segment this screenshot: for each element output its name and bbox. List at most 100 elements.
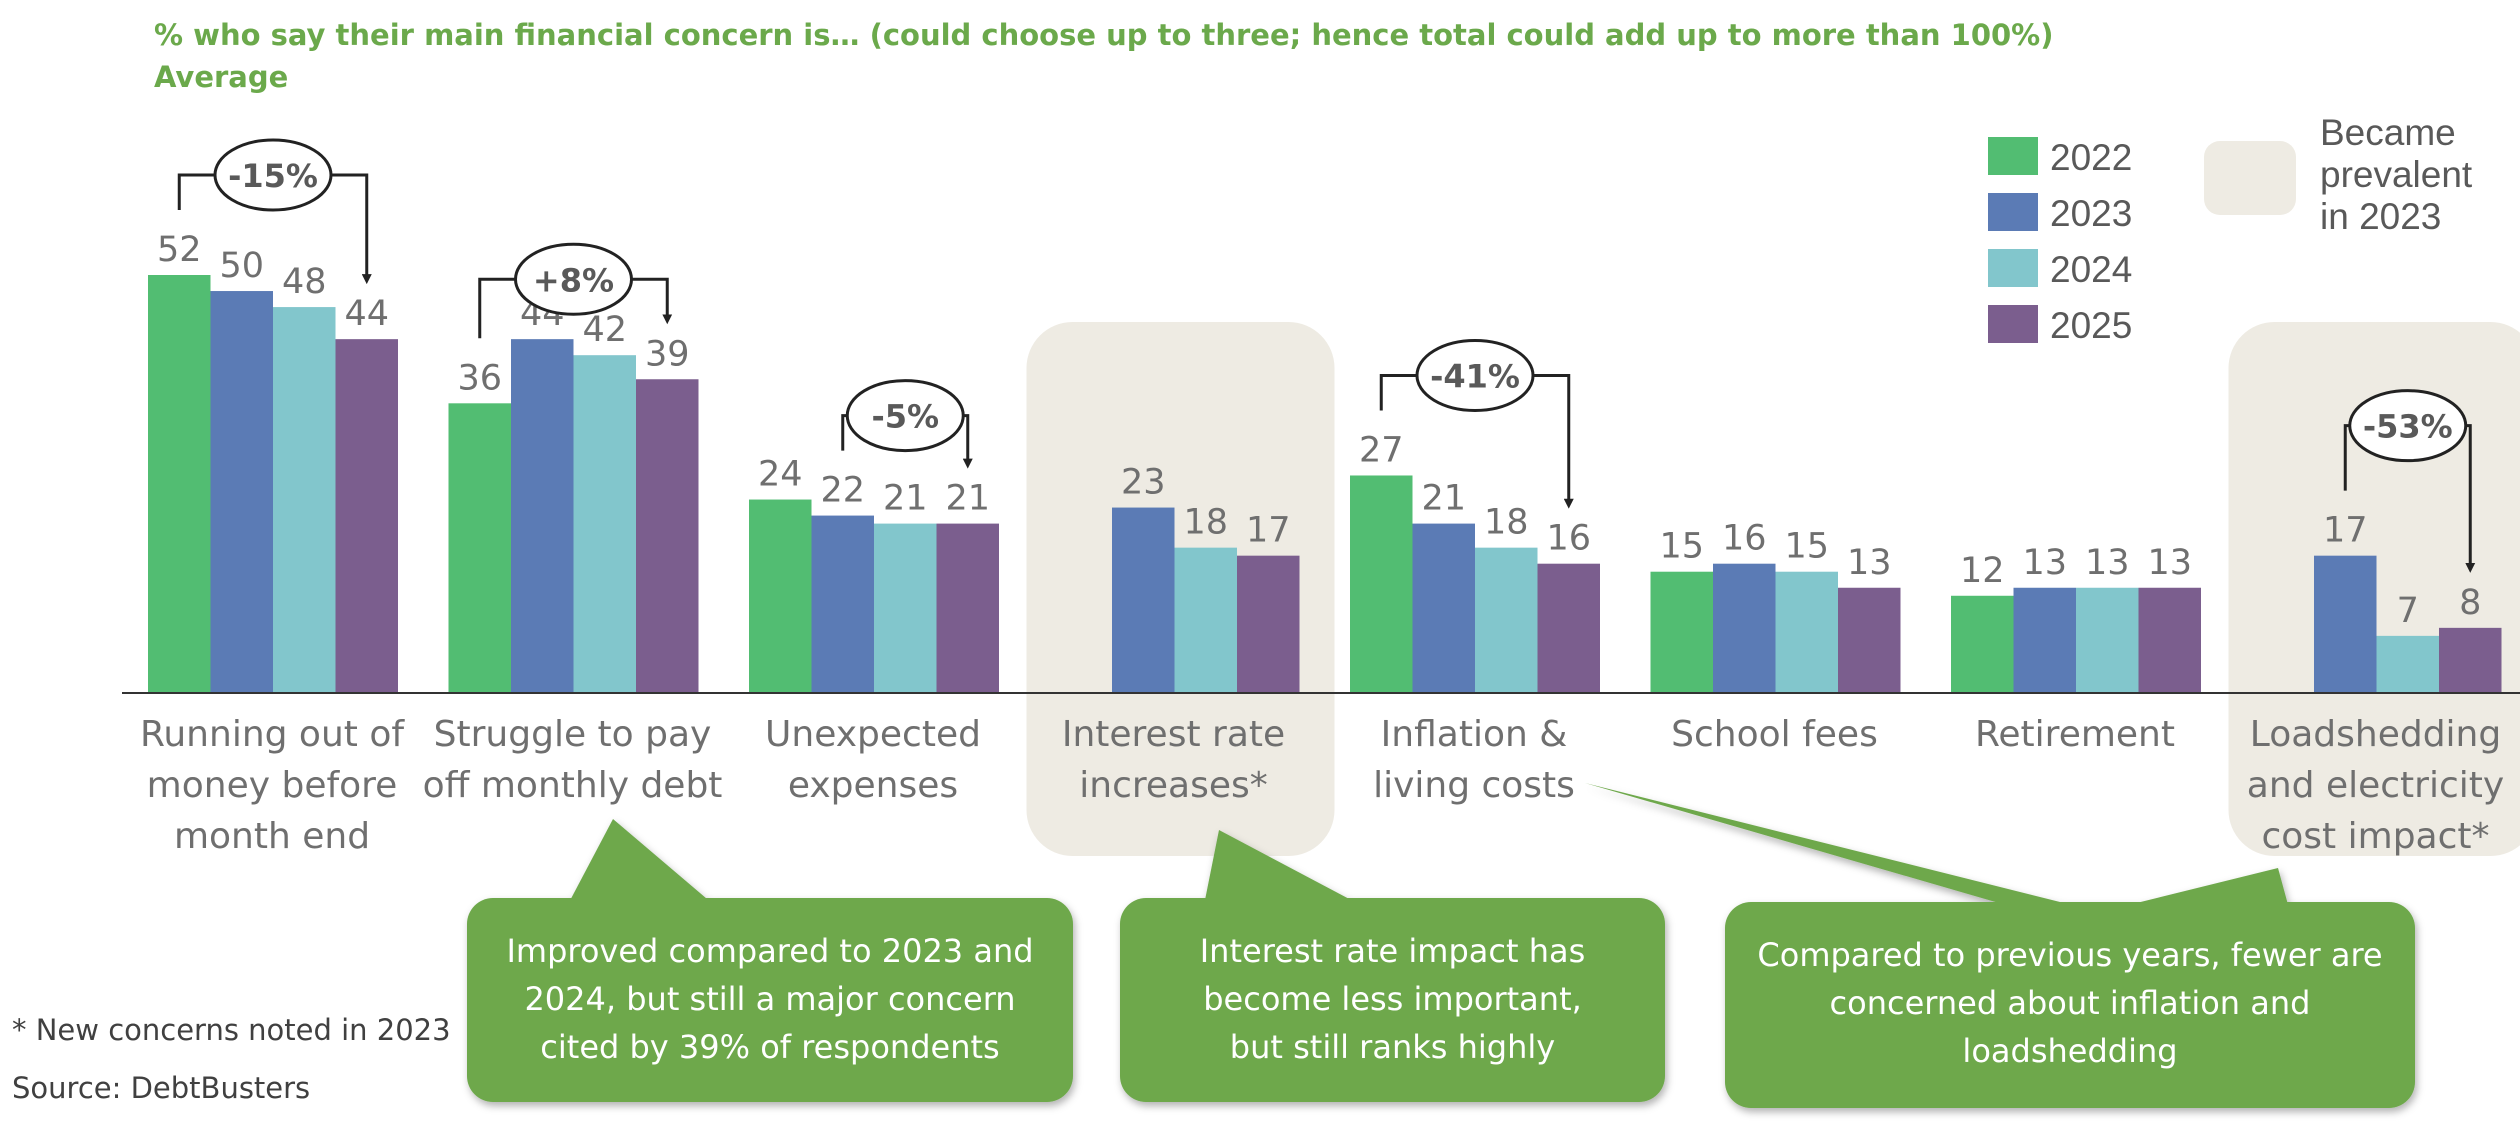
value-label-2025-interest-rate-increases: 17 [1246,511,1291,551]
callout-pointer [1203,830,1370,910]
bar-2025-retirement [2138,587,2201,692]
value-label-2025-unexpected-expenses: 21 [945,479,990,519]
bar-2023-unexpected-expenses [811,515,874,692]
value-label-2024-running-out-of-money-before-month-end: 48 [282,262,327,302]
legend-swatch-2025 [1988,305,2038,343]
bar-2023-loadshedding-and-electricity-cost-impact [2314,555,2377,692]
category-label-retirement: Retirement [1975,714,2175,755]
source-note: Source: DebtBusters [12,1071,310,1105]
bar-2024-loadshedding-and-electricity-cost-impact [2376,635,2439,692]
value-label-2025-retirement: 13 [2147,543,2192,583]
bar-2022-struggle-to-pay-off-monthly-debt [448,403,511,692]
bar-2025-interest-rate-increases [1237,555,1300,692]
change-annotation-unexpected-expenses: -5% [841,379,973,469]
legend-label-2022: 2022 [2050,137,2132,178]
bar-2025-struggle-to-pay-off-monthly-debt [636,379,699,692]
value-label-2024-interest-rate-increases: 18 [1183,503,1228,543]
change-badge [514,242,633,316]
legend-label-2025: 2025 [2050,305,2132,346]
bar-2024-retirement [2076,587,2139,692]
legend-label-2024: 2024 [2050,249,2132,290]
change-badge [845,379,965,453]
value-label-2024-struggle-to-pay-off-monthly-debt: 42 [582,310,627,350]
category-label-inflation-living-costs: Inflation & living costs [1373,714,1575,806]
bar-2025-loadshedding-and-electricity-cost-impact [2439,627,2502,692]
bar-2022-inflation-living-costs [1350,475,1413,692]
value-label-2024-retirement: 13 [2085,543,2130,583]
change-badge [213,138,333,212]
category-label-loadshedding-and-electricity-cost-impact: Loadshedding and electricity cost impact* [2247,714,2504,857]
chart-title: % who say their main financial concern i… [154,18,2054,52]
callout-pointer [565,819,720,910]
callout-3: Compared to previous years, fewer are con… [1585,783,2415,1108]
callout-text: Interest rate impact has become less impo… [1200,932,1586,1066]
change-annotation-running-out-of-money-before-month-end: -15% [177,138,372,285]
callout-box [1120,898,1665,1102]
chart-subtitle: Average [154,60,289,94]
bar-2025-unexpected-expenses [936,523,999,692]
callout-2: Interest rate impact has become less impo… [1120,830,1665,1102]
bar-2025-school-fees [1838,587,1901,692]
callout-pointer [1585,783,2290,912]
callout-box [1725,902,2415,1108]
change-annotation-loadshedding-and-electricity-cost-impact: -53% [2343,389,2476,573]
value-label-2023-retirement: 13 [2022,543,2067,583]
bar-2022-unexpected-expenses [749,499,812,692]
legend-swatch-highlight [2204,141,2296,215]
callout-text: Compared to previous years, fewer are con… [1757,936,2382,1070]
change-annotation-inflation-living-costs: -41% [1379,338,1574,509]
value-label-2024-school-fees: 15 [1784,527,1829,567]
value-label-2024-loadshedding-and-electricity-cost-impact: 7 [2397,591,2419,631]
value-label-2022-school-fees: 15 [1659,527,1704,567]
category-label-running-out-of-money-before-month-end: Running out of money before month end [140,714,405,857]
change-label: -41% [1430,357,1520,395]
bar-2022-running-out-of-money-before-month-end [148,275,211,692]
value-label-2025-running-out-of-money-before-month-end: 44 [344,294,389,334]
bar-2025-inflation-living-costs [1537,563,1600,692]
bar-2025-running-out-of-money-before-month-end [335,339,398,692]
legend-swatch-2024 [1988,249,2038,287]
value-label-2024-inflation-living-costs: 18 [1484,503,1529,543]
legend-swatch-2022 [1988,137,2038,175]
value-label-2024-unexpected-expenses: 21 [883,479,928,519]
value-label-2025-inflation-living-costs: 16 [1546,519,1591,559]
value-label-2023-inflation-living-costs: 21 [1421,479,1466,519]
footnote: * New concerns noted in 2023 [12,1013,451,1047]
value-label-2023-interest-rate-increases: 23 [1121,463,1166,503]
value-label-2023-running-out-of-money-before-month-end: 50 [219,246,264,286]
change-badge [2348,389,2468,463]
value-label-2022-inflation-living-costs: 27 [1359,430,1404,470]
bar-2024-inflation-living-costs [1475,547,1538,692]
change-label: -15% [228,157,318,195]
value-label-2022-unexpected-expenses: 24 [758,455,803,495]
bar-2023-running-out-of-money-before-month-end [210,291,273,692]
value-label-2022-retirement: 12 [1960,551,2005,591]
category-label-unexpected-expenses: Unexpected expenses [765,714,981,806]
bar-2023-interest-rate-increases [1112,507,1175,692]
category-label-school-fees: School fees [1671,714,1878,755]
bar-2024-school-fees [1775,571,1838,692]
change-label: +8% [533,261,614,299]
callout-box [467,898,1073,1102]
value-label-2025-school-fees: 13 [1847,543,1892,583]
category-label-struggle-to-pay-off-monthly-debt: Struggle to pay off monthly debt [423,714,723,806]
bar-2023-struggle-to-pay-off-monthly-debt [511,339,574,692]
legend-label-2023: 2023 [2050,193,2132,234]
value-label-2023-loadshedding-and-electricity-cost-impact: 17 [2323,511,2368,551]
value-label-2022-struggle-to-pay-off-monthly-debt: 36 [457,358,502,398]
value-label-2023-school-fees: 16 [1722,519,1767,559]
bar-2023-school-fees [1713,563,1776,692]
value-label-2022-running-out-of-money-before-month-end: 52 [157,230,202,270]
bar-2022-school-fees [1650,571,1713,692]
bar-2024-running-out-of-money-before-month-end [273,307,336,692]
legend-label-highlight: Became prevalent in 2023 [2320,112,2473,237]
change-label: -53% [2363,408,2453,446]
bar-2024-interest-rate-increases [1174,547,1237,692]
callout-text: Improved compared to 2023 and 2024, but s… [506,932,1033,1066]
bar-2023-inflation-living-costs [1412,523,1475,692]
callout-1: Improved compared to 2023 and 2024, but s… [467,819,1073,1102]
bar-2024-unexpected-expenses [874,523,937,692]
change-badge [1415,338,1535,412]
value-label-2025-struggle-to-pay-off-monthly-debt: 39 [645,334,690,374]
